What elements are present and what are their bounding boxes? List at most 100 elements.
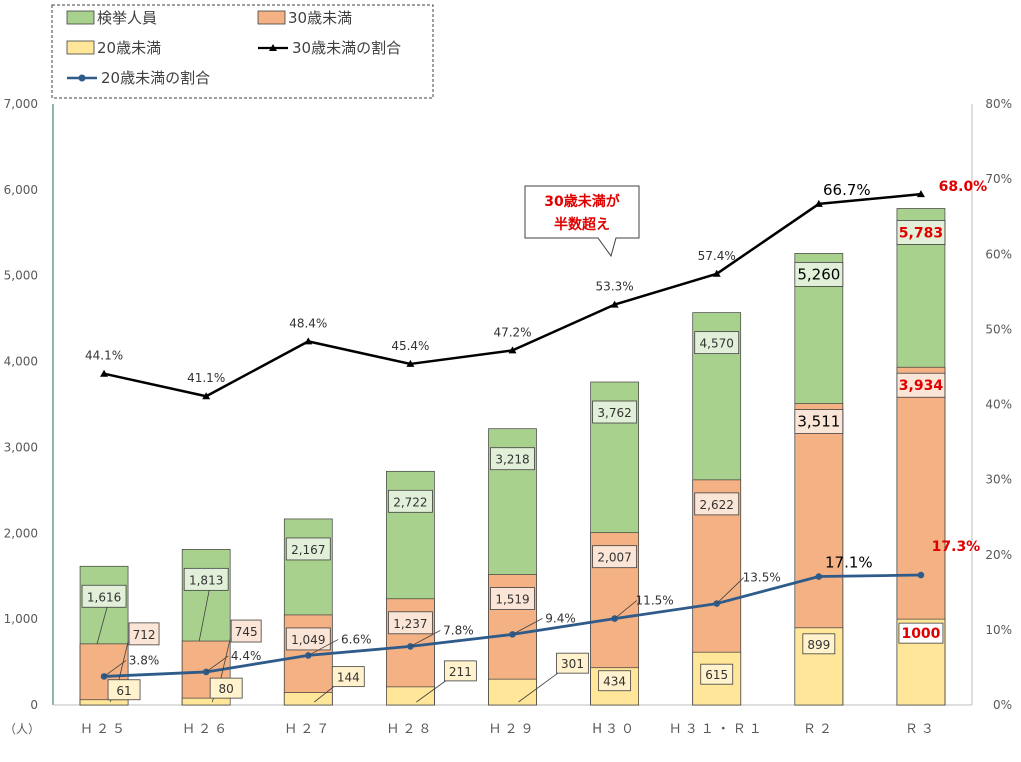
under20-ratio-label: 17.1% — [825, 554, 873, 572]
under30-ratio-point — [202, 392, 211, 400]
total-label-box — [387, 489, 433, 513]
under30-ratio-point — [712, 269, 721, 277]
under30-ratio-label: 48.4% — [289, 316, 327, 330]
under30-label: 2,007 — [597, 551, 631, 565]
under20-ratio-label: 13.5% — [743, 571, 781, 585]
total-label-box — [285, 537, 331, 561]
total-label: 4,570 — [700, 337, 734, 351]
legend-label-total: 検挙人員 — [97, 9, 157, 27]
legend-marker-under30-ratio — [269, 44, 277, 51]
data-labels: 1,616 1,813 2,167 2,722 3,218 3,762 4,570 5,260… — [81, 179, 988, 703]
under20-label-box — [209, 677, 243, 699]
under30-ratio-point — [814, 199, 823, 207]
total-label: 5,783 — [899, 225, 943, 241]
under30-ratio-point — [304, 337, 313, 345]
y2-tick-label: 70% — [985, 172, 1012, 186]
under20-label-box — [598, 670, 632, 692]
leader-line — [416, 678, 449, 703]
under30-ratio-label: 57.4% — [698, 249, 736, 263]
under20-label: 301 — [561, 657, 584, 671]
under30-label-box — [592, 545, 638, 569]
y2-tick-label: 10% — [985, 623, 1012, 637]
callout-bubble — [524, 185, 640, 258]
x-tick-label: Ｈ３１・Ｒ１ — [669, 722, 765, 737]
under20-label: 1000 — [901, 626, 940, 642]
y-tick-label: 7,000 — [4, 97, 38, 111]
under30-ratio-label: 53.3% — [596, 280, 634, 294]
total-label-box — [694, 331, 740, 355]
total-label: 5,260 — [797, 265, 840, 283]
leader-line — [410, 630, 441, 647]
under20-label-box — [556, 652, 589, 674]
y-tick-label: 6,000 — [4, 183, 38, 197]
under30-label-box — [387, 611, 433, 635]
leader-line — [205, 655, 229, 673]
y-tick-label: 4,000 — [4, 355, 38, 369]
legend-swatch-under20 — [66, 40, 95, 55]
under20-label: 144 — [337, 671, 360, 685]
legend-label-under20: 20歳未満 — [97, 39, 161, 57]
total-label: 2,722 — [393, 495, 427, 509]
under30-label: 3,934 — [899, 378, 944, 394]
total-label-box — [592, 400, 638, 424]
y2-tick-label: 60% — [985, 247, 1012, 261]
y2-tick-label: 50% — [985, 322, 1012, 336]
under20-label: 434 — [603, 675, 626, 689]
x-tick-label: Ｒ３ — [905, 722, 937, 737]
under30-label: 745 — [235, 625, 258, 639]
under30-ratio-label: 66.7% — [823, 181, 871, 199]
total-label-box — [183, 567, 229, 591]
y-tick-label: 2,000 — [4, 526, 38, 540]
under20-label: 80 — [219, 682, 234, 696]
total-label: 1,616 — [87, 590, 121, 604]
total-label: 3,762 — [597, 406, 631, 420]
x-tick-label: Ｈ２７ — [284, 722, 332, 737]
x-tick-label: Ｈ２９ — [488, 722, 536, 737]
under30-ratio-point — [508, 346, 517, 354]
leader-line — [512, 618, 543, 635]
x-tick-label: H３０ — [592, 722, 637, 737]
y-tick-label: 1,000 — [4, 612, 38, 626]
under20-label-box — [898, 622, 944, 644]
under30-ratio-point — [610, 300, 619, 308]
under20-label-box — [107, 679, 141, 701]
total-label: 1,813 — [189, 573, 223, 587]
under30-ratio-label: 47.2% — [493, 325, 531, 339]
under20-label: 211 — [449, 665, 472, 679]
leader-line — [198, 590, 210, 642]
total-label: 2,167 — [291, 543, 325, 557]
under20-ratio-point — [917, 571, 925, 579]
under20-label: 899 — [807, 638, 830, 652]
under30-label: 712 — [133, 628, 156, 642]
under20-ratio-label: 3.8% — [129, 653, 160, 667]
total-label-box — [490, 447, 535, 471]
y2-tick-label: 0% — [993, 698, 1012, 712]
x-tick-label: Ｈ２６ — [182, 722, 230, 737]
under20-ratio-label: 11.5% — [636, 594, 674, 608]
leader-line — [614, 600, 637, 619]
legend-swatch-under30 — [257, 10, 286, 25]
under30-label: 3,511 — [797, 413, 840, 431]
under30-ratio-label: 45.4% — [391, 339, 429, 353]
under20-label-box — [331, 666, 365, 688]
y-tick-label: 0 — [30, 698, 38, 712]
leader-line — [518, 670, 561, 703]
annotation-callout: 30歳未満が 半数超え — [524, 185, 640, 258]
under20-label-box — [700, 663, 734, 685]
legend-label-under30-ratio: 30歳未満の割合 — [292, 39, 401, 57]
under20-label-box — [443, 660, 477, 682]
legend-swatch-total — [66, 10, 95, 25]
under30-label-box — [490, 587, 535, 610]
y2-tick-label: 20% — [985, 548, 1012, 562]
total-label-box — [794, 261, 844, 287]
under30-ratio-label: 68.0% — [939, 179, 988, 195]
bar-under20 — [181, 697, 231, 706]
under20-ratio-label: 4.4% — [231, 649, 262, 663]
leader-line — [308, 639, 339, 656]
total-label-box — [896, 220, 946, 245]
under30-ratio-point — [406, 359, 415, 367]
leader-line — [96, 607, 108, 644]
under20-ratio-label: 9.4% — [545, 611, 576, 625]
axes: 0 1,000 2,000 3,000 4,000 5,000 6,000 7,000 0% 10… — [4, 97, 1012, 737]
legend-label-under30: 30歳未満 — [288, 9, 352, 27]
